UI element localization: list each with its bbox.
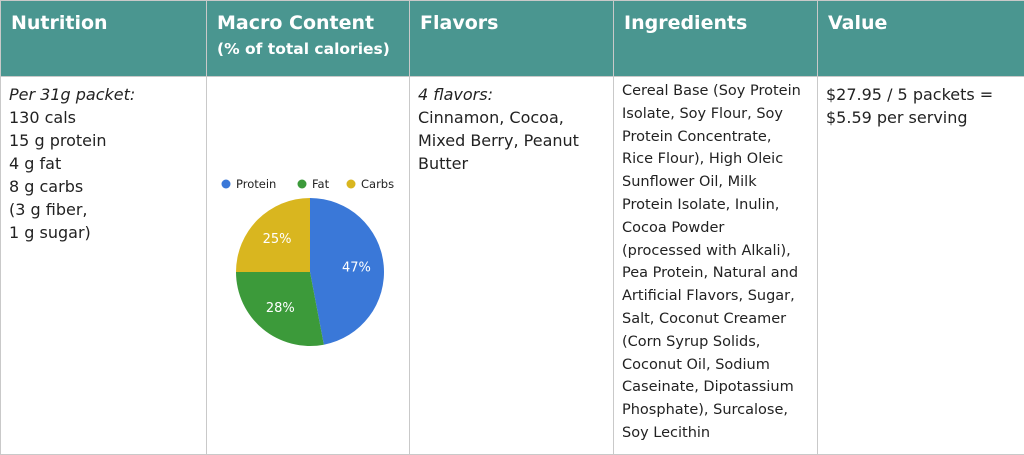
- value-cell: $27.95 / 5 packets = $5.59 per serving: [817, 76, 1024, 455]
- ingredients-line: Phosphate), Surcalose,: [622, 402, 788, 419]
- ingredients-line: (Corn Syrup Solids,: [622, 333, 761, 350]
- pie-label-protein: 47%: [342, 261, 371, 276]
- nutrition-line: 15 g protein: [9, 131, 107, 150]
- ingredients-line: Protein Isolate, Inulin,: [622, 196, 780, 213]
- header-row: Nutrition Macro Content (% of total calo…: [0, 0, 1024, 77]
- pie-slice-carbs: [236, 198, 310, 272]
- table-row: Per 31g packet: 130 cals 15 g protein 4 …: [0, 76, 1024, 455]
- ingredients-line: Salt, Coconut Creamer: [622, 310, 787, 327]
- flavors-line: Butter: [418, 154, 469, 173]
- pie-label-fat: 28%: [266, 301, 295, 316]
- legend-marker-carbs: [346, 179, 356, 189]
- header-value: Value: [817, 0, 1024, 77]
- header-ingredients-title: Ingredients: [624, 12, 748, 34]
- legend-label-fat: Fat: [312, 177, 330, 191]
- ingredients-line: Protein Concentrate,: [622, 128, 772, 145]
- header-macro-title: Macro Content: [217, 12, 375, 34]
- ingredients-line: Pea Protein, Natural and: [622, 265, 799, 282]
- ingredients-line: Cereal Base (Soy Protein: [622, 83, 801, 99]
- flavors-cell: 4 flavors: Cinnamon, Cocoa, Mixed Berry,…: [409, 76, 614, 455]
- header-nutrition: Nutrition: [0, 0, 207, 77]
- nutrition-line: 8 g carbs: [9, 177, 84, 196]
- value-line: $5.59 per serving: [826, 108, 968, 127]
- ingredients-line: Artificial Flavors, Sugar,: [622, 288, 795, 305]
- macro-pie-chart: Protein Fat Carbs 47% 28% 25%: [221, 177, 394, 346]
- flavors-line: Mixed Berry, Peanut: [418, 131, 579, 150]
- header-macro-subtitle: (% of total calories): [217, 40, 390, 58]
- flavors-line: Cinnamon, Cocoa,: [418, 108, 564, 127]
- ingredients-line: Coconut Oil, Sodium: [622, 356, 770, 373]
- value-line: $27.95 / 5 packets =: [826, 85, 994, 104]
- header-nutrition-title: Nutrition: [11, 12, 108, 34]
- pie-label-carbs: 25%: [263, 232, 292, 247]
- ingredients-line: Rice Flour), High Oleic: [622, 151, 784, 168]
- header-ingredients: Ingredients: [613, 0, 818, 77]
- nutrition-cell: Per 31g packet: 130 cals 15 g protein 4 …: [0, 76, 207, 455]
- ingredients-line: Cocoa Powder: [622, 219, 725, 236]
- nutrition-line: 1 g sugar): [9, 223, 91, 242]
- macro-content-cell: Protein Fat Carbs 47% 28% 25%: [206, 76, 410, 455]
- header-flavors: Flavors: [409, 0, 614, 77]
- legend-marker-fat: [297, 179, 307, 189]
- ingredients-line: Caseinate, Dipotassium: [622, 379, 794, 396]
- nutrition-line: 130 cals: [9, 108, 77, 127]
- ingredients-line: (processed with Alkali),: [622, 242, 791, 259]
- ingredients-line: Sunflower Oil, Milk: [622, 174, 757, 191]
- nutrition-line: (3 g fiber,: [9, 200, 88, 219]
- nutrition-line: 4 g fat: [9, 154, 62, 173]
- nutrition-heading: Per 31g packet:: [9, 85, 136, 104]
- legend-marker-protein: [221, 179, 231, 189]
- legend-label-protein: Protein: [236, 177, 276, 191]
- header-value-title: Value: [828, 12, 888, 34]
- header-macro-content: Macro Content (% of total calories): [206, 0, 410, 77]
- pie-slice-fat: [236, 272, 324, 346]
- ingredients-line: Isolate, Soy Flour, Soy: [622, 105, 783, 122]
- flavors-heading: 4 flavors:: [418, 85, 493, 104]
- pie-slice-protein: [310, 198, 385, 345]
- header-flavors-title: Flavors: [420, 12, 499, 34]
- legend-label-carbs: Carbs: [361, 177, 394, 191]
- ingredients-cell: Cereal Base (Soy Protein Isolate, Soy Fl…: [613, 76, 818, 455]
- ingredients-line: Soy Lecithin: [622, 424, 711, 441]
